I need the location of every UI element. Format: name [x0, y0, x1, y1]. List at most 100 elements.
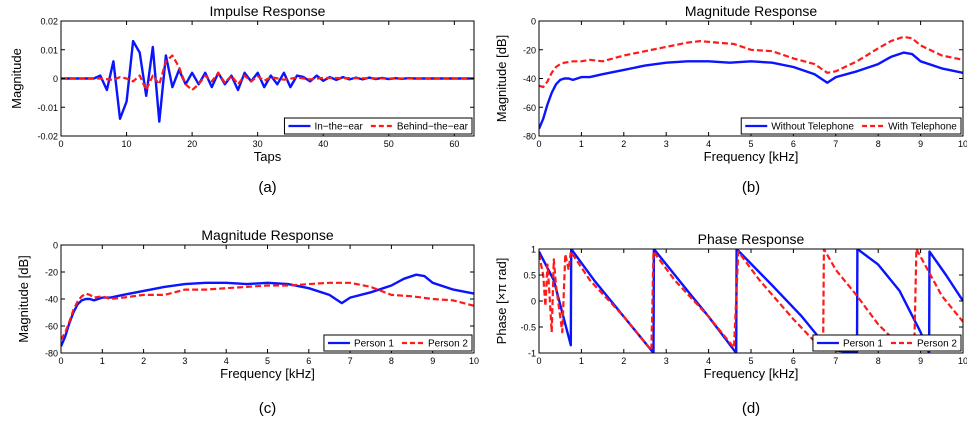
legend: Person 1 Person 2 — [812, 334, 962, 352]
legend-label-1: Person 1 — [843, 339, 883, 350]
x-tick-label: 10 — [958, 139, 967, 149]
y-tick-label: -0.5 — [520, 323, 536, 333]
y-tick-label: 0 — [53, 241, 58, 251]
x-tick-label: 5 — [748, 139, 753, 149]
y-tick-label: 0.02 — [40, 17, 58, 27]
series-line-1 — [539, 51, 963, 130]
panel-impulse-response: 0 10 20 30 40 50 60 -0.02 -0.01 0 0.01 0.02 Impulse … — [9, 3, 475, 196]
chart-title: Magnitude Response — [201, 227, 334, 243]
x-axis-label: Taps — [254, 149, 282, 164]
x-tick-label: 2 — [141, 356, 146, 366]
panel-caption: (b) — [742, 179, 760, 196]
series-line-2 — [61, 281, 474, 341]
y-tick-label: 0.01 — [40, 45, 58, 55]
legend-box — [812, 334, 962, 352]
legend-box — [323, 334, 473, 352]
y-tick-label: 0 — [531, 17, 536, 27]
x-axis-label: Frequency [kHz] — [220, 366, 315, 381]
y-axis-label: Magnitude — [9, 48, 24, 109]
y-tick-label: -40 — [523, 74, 536, 84]
panel-caption: (d) — [742, 400, 760, 417]
y-tick-label: 0 — [53, 74, 58, 84]
series-line-1 — [61, 39, 474, 123]
y-tick-label: -40 — [45, 295, 58, 305]
series-line-1 — [61, 273, 474, 347]
x-tick-label: 2 — [621, 139, 626, 149]
x-tick-label: 6 — [791, 356, 796, 366]
series-line-2 — [539, 249, 963, 352]
legend-label-2: Person 2 — [428, 339, 468, 350]
legend-label-1: In−the−ear — [314, 122, 363, 133]
y-tick-label: -1 — [528, 349, 536, 359]
x-tick-label: 8 — [389, 356, 394, 366]
y-axis-label: Magnitude [dB] — [16, 255, 31, 342]
panel-magnitude-persons: 0 1 2 3 4 5 6 7 8 9 10 -80 -60 -40 -20 0 Magnitude Respo… — [16, 227, 479, 417]
legend-label-2: With Telephone — [888, 122, 957, 133]
x-tick-label: 8 — [876, 139, 881, 149]
x-tick-label: 5 — [265, 356, 270, 366]
legend-label-1: Without Telephone — [771, 122, 854, 133]
y-tick-label: -20 — [45, 268, 58, 278]
chart-title: Impulse Response — [210, 3, 326, 19]
x-axis-label: Frequency [kHz] — [704, 366, 799, 381]
x-tick-label: 0 — [58, 356, 63, 366]
y-tick-label: -60 — [523, 103, 536, 113]
x-tick-label: 10 — [958, 356, 967, 366]
y-tick-label: 1 — [531, 245, 536, 255]
legend-label-1: Person 1 — [354, 339, 394, 350]
panel-magnitude-telephone: 0 1 2 3 4 5 6 7 8 9 10 -80 -60 -40 -20 0 Magnitude Respo… — [494, 3, 967, 196]
x-tick-label: 0 — [536, 139, 541, 149]
x-tick-label: 1 — [579, 139, 584, 149]
x-tick-label: 7 — [833, 356, 838, 366]
panel-phase-response: 0 1 2 3 4 5 6 7 8 9 10 -1 -0.5 0 0.5 1 Phase Response Fre… — [494, 231, 967, 417]
panel-caption: (a) — [258, 179, 276, 196]
y-tick-label: 0 — [531, 297, 536, 307]
series-line-1 — [539, 249, 963, 353]
x-tick-label: 30 — [253, 139, 263, 149]
x-tick-label: 9 — [918, 139, 923, 149]
x-tick-label: 5 — [748, 356, 753, 366]
legend: Person 1 Person 2 — [323, 334, 473, 352]
x-tick-label: 4 — [706, 139, 711, 149]
x-tick-label: 3 — [664, 139, 669, 149]
y-tick-label: 0.5 — [523, 271, 536, 281]
x-tick-label: 3 — [664, 356, 669, 366]
x-tick-label: 6 — [306, 356, 311, 366]
x-tick-label: 0 — [58, 139, 63, 149]
legend: Without Telephone With Telephone — [740, 117, 962, 135]
x-tick-label: 7 — [833, 139, 838, 149]
x-tick-label: 10 — [122, 139, 132, 149]
x-axis-label: Frequency [kHz] — [704, 149, 799, 164]
x-tick-label: 0 — [536, 356, 541, 366]
panel-caption: (c) — [259, 400, 277, 417]
x-tick-label: 8 — [876, 356, 881, 366]
y-axis-label: Phase [×π rad] — [494, 258, 509, 345]
y-tick-label: -0.02 — [37, 132, 58, 142]
legend: In−the−ear Behind−the−ear — [283, 117, 473, 135]
x-tick-label: 20 — [187, 139, 197, 149]
y-axis-label: Magnitude [dB] — [494, 35, 509, 122]
series-line-2 — [539, 35, 963, 89]
x-tick-label: 10 — [469, 356, 479, 366]
legend-label-2: Person 2 — [917, 339, 957, 350]
chart-title: Phase Response — [698, 231, 805, 247]
y-tick-label: -80 — [523, 132, 536, 142]
x-tick-label: 60 — [449, 139, 459, 149]
legend-label-2: Behind−the−ear — [397, 122, 469, 133]
x-tick-label: 1 — [100, 356, 105, 366]
x-tick-label: 7 — [348, 356, 353, 366]
x-tick-label: 6 — [791, 139, 796, 149]
y-tick-label: -60 — [45, 322, 58, 332]
x-tick-label: 9 — [918, 356, 923, 366]
x-tick-label: 1 — [579, 356, 584, 366]
series-line-2 — [61, 54, 474, 92]
y-tick-label: -80 — [45, 349, 58, 359]
y-tick-label: -20 — [523, 45, 536, 55]
legend-box — [283, 117, 473, 135]
x-tick-label: 9 — [430, 356, 435, 366]
x-tick-label: 2 — [621, 356, 626, 366]
chart-title: Magnitude Response — [685, 3, 818, 19]
x-tick-label: 50 — [384, 139, 394, 149]
x-tick-label: 4 — [224, 356, 229, 366]
